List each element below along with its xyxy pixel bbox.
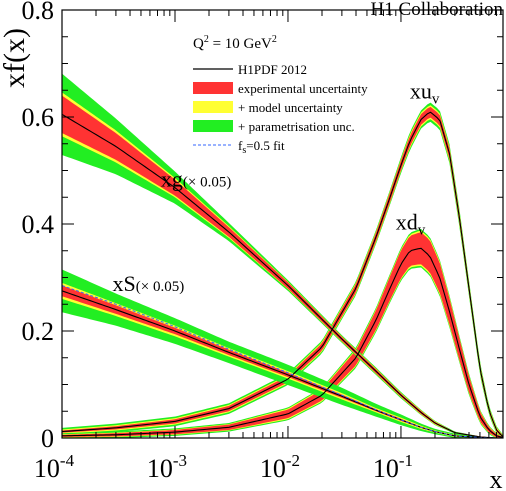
curve-xd: [61, 247, 504, 438]
legend-label: H1PDF 2012: [238, 62, 307, 77]
band-param-xg: [62, 73, 497, 438]
x-tick-label: 10-1: [373, 451, 413, 483]
y-tick-label: 0.6: [22, 103, 55, 132]
legend-label: experimental uncertainty: [238, 81, 368, 96]
legend-swatch: [193, 101, 233, 113]
legend-label: + parametrisation unc.: [238, 119, 355, 134]
x-tick-label: 10-4: [34, 451, 75, 483]
legend-swatch: [193, 120, 233, 132]
legend: Q2 = 10 GeV2 H1PDF 2012 experimental uncer…: [193, 34, 368, 156]
band-exp-xd: [62, 232, 503, 438]
legend-label: fs=0.5 fit: [238, 138, 285, 156]
tick-labels: 0 0.2 0.4 0.6 0.8 10-4 10-3 10-2 10-1: [22, 0, 414, 483]
series-label-xd: xdv: [396, 209, 426, 238]
curve-xS: [61, 290, 497, 439]
x-axis-label: x: [490, 465, 503, 491]
series-labels: xuv xdv xg(× 0.05) xS(× 0.05): [113, 78, 440, 296]
legend-header: Q2 = 10 GeV2: [193, 34, 277, 52]
central-curves: [61, 111, 504, 439]
band-exp-xg: [62, 95, 497, 438]
y-tick-label: 0.4: [22, 210, 55, 239]
series-label-xS: xS(× 0.05): [113, 271, 185, 296]
collaboration-label: H1 Collaboration: [371, 0, 504, 20]
curve-xu: [61, 111, 504, 438]
y-axis-label: xf(x): [0, 28, 31, 88]
x-tick-label: 10-2: [260, 451, 300, 483]
y-tick-label: 0: [41, 424, 54, 453]
curve-fs-fit: [61, 285, 497, 439]
legend-label: + model uncertainty: [238, 100, 343, 115]
legend-swatch: [193, 82, 233, 94]
axis-ticks: [61, 9, 504, 439]
y-tick-label: 0.8: [22, 0, 55, 25]
series-label-xg: xg(× 0.05): [161, 167, 231, 192]
y-tick-label: 0.2: [22, 317, 55, 346]
x-tick-label: 10-3: [147, 451, 187, 483]
curve-xg: [61, 113, 497, 439]
series-label-xu: xuv: [410, 78, 440, 107]
